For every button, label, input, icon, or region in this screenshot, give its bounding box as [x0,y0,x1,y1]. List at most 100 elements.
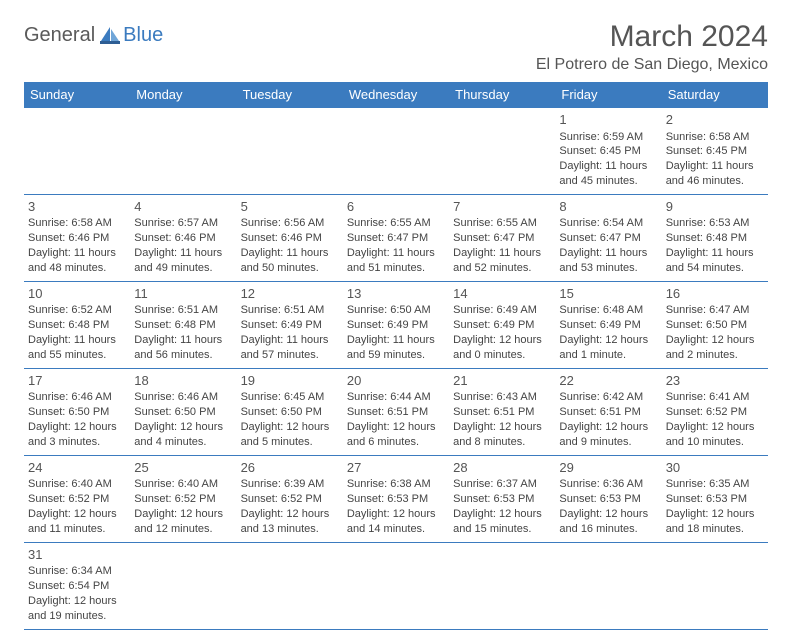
calendar-row: 10Sunrise: 6:52 AMSunset: 6:48 PMDayligh… [24,281,768,368]
sunset-text: Sunset: 6:46 PM [28,231,126,246]
day-number: 16 [666,285,764,303]
calendar-cell: 5Sunrise: 6:56 AMSunset: 6:46 PMDaylight… [237,194,343,281]
sunset-text: Sunset: 6:48 PM [134,318,232,333]
calendar-cell: 12Sunrise: 6:51 AMSunset: 6:49 PMDayligh… [237,281,343,368]
calendar-cell: 23Sunrise: 6:41 AMSunset: 6:52 PMDayligh… [662,368,768,455]
sunrise-text: Sunrise: 6:44 AM [347,390,445,405]
daylight-text: Daylight: 11 hours and 49 minutes. [134,246,232,276]
calendar-cell: 31Sunrise: 6:34 AMSunset: 6:54 PMDayligh… [24,542,130,629]
calendar-cell: 2Sunrise: 6:58 AMSunset: 6:45 PMDaylight… [662,108,768,195]
sunrise-text: Sunrise: 6:35 AM [666,477,764,492]
daylight-text: Daylight: 11 hours and 50 minutes. [241,246,339,276]
sunset-text: Sunset: 6:49 PM [241,318,339,333]
day-number: 4 [134,198,232,216]
day-number: 19 [241,372,339,390]
day-number: 11 [134,285,232,303]
sunrise-text: Sunrise: 6:46 AM [28,390,126,405]
daylight-text: Daylight: 11 hours and 55 minutes. [28,333,126,363]
sunset-text: Sunset: 6:51 PM [347,405,445,420]
calendar-row: 31Sunrise: 6:34 AMSunset: 6:54 PMDayligh… [24,542,768,629]
sunrise-text: Sunrise: 6:39 AM [241,477,339,492]
logo: General Blue [24,24,163,47]
calendar-cell [662,542,768,629]
day-number: 25 [134,459,232,477]
calendar-cell: 25Sunrise: 6:40 AMSunset: 6:52 PMDayligh… [130,455,236,542]
calendar-cell [449,108,555,195]
calendar-row: 1Sunrise: 6:59 AMSunset: 6:45 PMDaylight… [24,108,768,195]
calendar-cell [449,542,555,629]
sunrise-text: Sunrise: 6:47 AM [666,303,764,318]
sunset-text: Sunset: 6:49 PM [347,318,445,333]
sunrise-text: Sunrise: 6:58 AM [28,216,126,231]
daylight-text: Daylight: 11 hours and 54 minutes. [666,246,764,276]
sunset-text: Sunset: 6:53 PM [666,492,764,507]
header: General Blue March 2024 El Potrero de Sa… [24,20,768,74]
day-number: 13 [347,285,445,303]
title-block: March 2024 El Potrero de San Diego, Mexi… [536,20,768,74]
sunrise-text: Sunrise: 6:51 AM [134,303,232,318]
weekday-header: Tuesday [237,82,343,108]
day-number: 14 [453,285,551,303]
day-number: 10 [28,285,126,303]
sunset-text: Sunset: 6:50 PM [28,405,126,420]
daylight-text: Daylight: 12 hours and 15 minutes. [453,507,551,537]
daylight-text: Daylight: 12 hours and 3 minutes. [28,420,126,450]
calendar-cell: 18Sunrise: 6:46 AMSunset: 6:50 PMDayligh… [130,368,236,455]
daylight-text: Daylight: 11 hours and 46 minutes. [666,159,764,189]
calendar-cell: 7Sunrise: 6:55 AMSunset: 6:47 PMDaylight… [449,194,555,281]
sunrise-text: Sunrise: 6:59 AM [559,130,657,145]
sunrise-text: Sunrise: 6:37 AM [453,477,551,492]
day-number: 6 [347,198,445,216]
day-number: 31 [28,546,126,564]
sunset-text: Sunset: 6:47 PM [559,231,657,246]
location-text: El Potrero de San Diego, Mexico [536,56,768,74]
day-number: 24 [28,459,126,477]
logo-text-blue: Blue [123,24,163,47]
sunset-text: Sunset: 6:45 PM [559,144,657,159]
sunrise-text: Sunrise: 6:51 AM [241,303,339,318]
logo-sail-icon [99,25,121,45]
calendar-cell [237,108,343,195]
daylight-text: Daylight: 11 hours and 53 minutes. [559,246,657,276]
sunrise-text: Sunrise: 6:45 AM [241,390,339,405]
daylight-text: Daylight: 12 hours and 12 minutes. [134,507,232,537]
daylight-text: Daylight: 12 hours and 16 minutes. [559,507,657,537]
sunset-text: Sunset: 6:51 PM [453,405,551,420]
daylight-text: Daylight: 12 hours and 9 minutes. [559,420,657,450]
daylight-text: Daylight: 12 hours and 4 minutes. [134,420,232,450]
sunset-text: Sunset: 6:49 PM [453,318,551,333]
day-number: 12 [241,285,339,303]
daylight-text: Daylight: 12 hours and 2 minutes. [666,333,764,363]
day-number: 29 [559,459,657,477]
sunrise-text: Sunrise: 6:52 AM [28,303,126,318]
sunrise-text: Sunrise: 6:42 AM [559,390,657,405]
sunset-text: Sunset: 6:54 PM [28,579,126,594]
calendar-cell: 10Sunrise: 6:52 AMSunset: 6:48 PMDayligh… [24,281,130,368]
sunset-text: Sunset: 6:47 PM [347,231,445,246]
daylight-text: Daylight: 12 hours and 19 minutes. [28,594,126,624]
day-number: 3 [28,198,126,216]
calendar-cell [130,542,236,629]
sunset-text: Sunset: 6:53 PM [347,492,445,507]
calendar-cell [130,108,236,195]
daylight-text: Daylight: 11 hours and 56 minutes. [134,333,232,363]
calendar-cell: 26Sunrise: 6:39 AMSunset: 6:52 PMDayligh… [237,455,343,542]
sunset-text: Sunset: 6:45 PM [666,144,764,159]
calendar-cell [237,542,343,629]
sunset-text: Sunset: 6:48 PM [28,318,126,333]
sunset-text: Sunset: 6:53 PM [559,492,657,507]
calendar-cell: 8Sunrise: 6:54 AMSunset: 6:47 PMDaylight… [555,194,661,281]
sunset-text: Sunset: 6:50 PM [134,405,232,420]
daylight-text: Daylight: 11 hours and 51 minutes. [347,246,445,276]
calendar-cell [555,542,661,629]
day-number: 1 [559,111,657,129]
calendar-row: 17Sunrise: 6:46 AMSunset: 6:50 PMDayligh… [24,368,768,455]
sunrise-text: Sunrise: 6:50 AM [347,303,445,318]
calendar-cell: 21Sunrise: 6:43 AMSunset: 6:51 PMDayligh… [449,368,555,455]
calendar-cell: 13Sunrise: 6:50 AMSunset: 6:49 PMDayligh… [343,281,449,368]
day-number: 27 [347,459,445,477]
daylight-text: Daylight: 12 hours and 1 minute. [559,333,657,363]
day-number: 22 [559,372,657,390]
daylight-text: Daylight: 11 hours and 48 minutes. [28,246,126,276]
sunrise-text: Sunrise: 6:41 AM [666,390,764,405]
